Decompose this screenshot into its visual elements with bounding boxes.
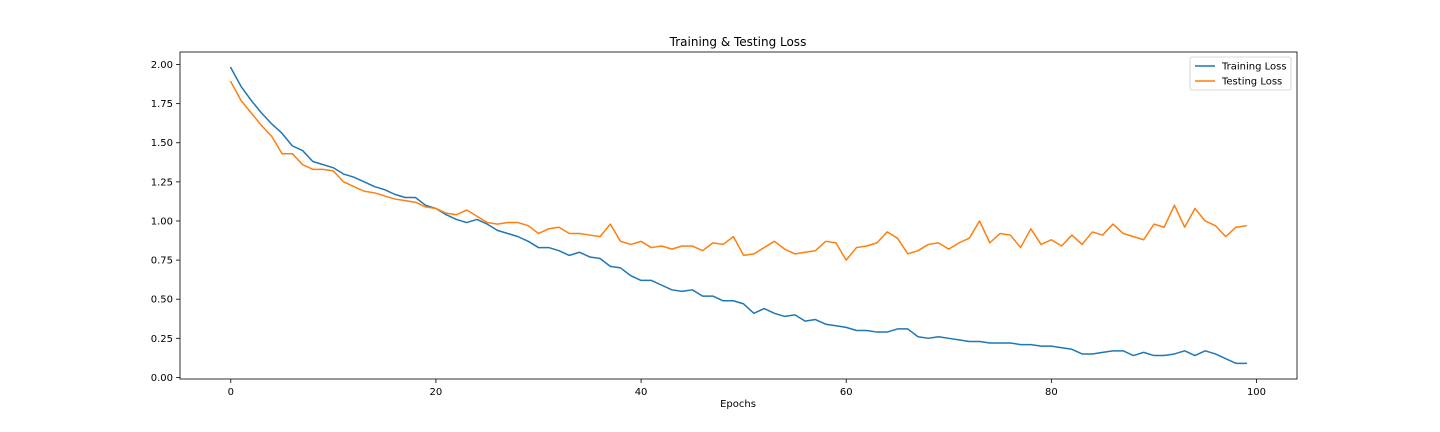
series-lines — [229, 66, 1248, 365]
y-tick-label: 1.50 — [151, 138, 173, 149]
legend-label: Training Loss — [1221, 62, 1287, 73]
y-tick-label: 1.75 — [151, 99, 173, 110]
legend: Training Loss Testing Loss — [1189, 56, 1292, 91]
x-tick-label: 20 — [430, 387, 443, 398]
y-tick-label: 0.25 — [151, 334, 173, 345]
chart-title: Training & Testing Loss — [669, 35, 807, 49]
y-axis: 0.00 0.25 0.50 0.75 1.00 1.25 1.50 1.75 2.00 — [151, 60, 180, 384]
y-tick-label: 1.00 — [151, 216, 173, 227]
x-tick-label: 100 — [1247, 387, 1266, 398]
series-line-testing-loss — [229, 80, 1248, 261]
legend-box — [1189, 56, 1292, 91]
x-tick-label: 80 — [1045, 387, 1058, 398]
y-tick-label: 2.00 — [151, 60, 173, 71]
plot-area — [179, 51, 1298, 380]
y-tick-label: 1.25 — [151, 177, 173, 188]
legend-label: Testing Loss — [1221, 77, 1282, 88]
series-line-training-loss — [229, 66, 1247, 365]
x-tick-label: 0 — [228, 387, 234, 398]
x-axis-label: Epochs — [720, 399, 756, 410]
x-tick-label: 40 — [635, 387, 648, 398]
y-tick-label: 0.50 — [151, 295, 173, 306]
x-tick-label: 60 — [840, 387, 853, 398]
y-tick-label: 0.75 — [151, 256, 173, 267]
x-axis: 0 20 40 60 80 100 — [228, 379, 1266, 398]
y-tick-label: 0.00 — [151, 373, 173, 384]
